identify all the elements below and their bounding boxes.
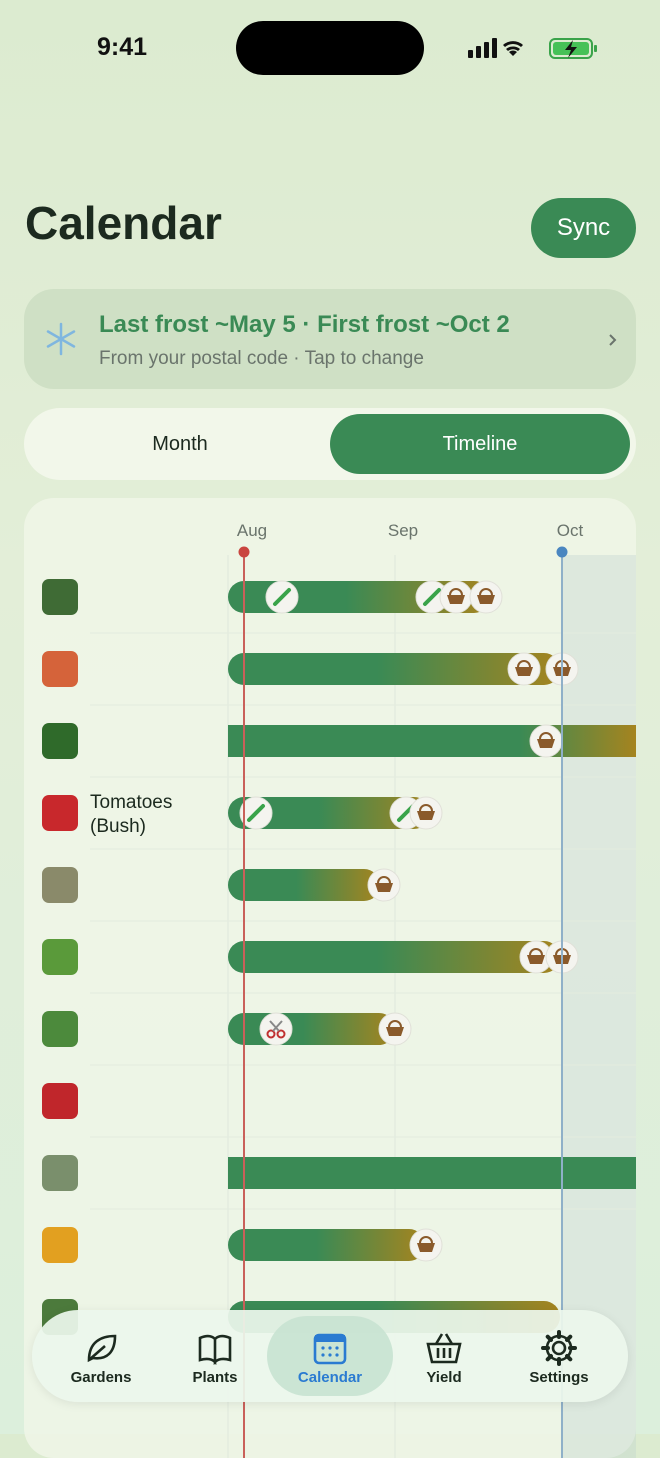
plant-thumbnail	[42, 1011, 78, 1047]
timeline-bar	[228, 797, 430, 829]
tab[interactable]: Gardens	[41, 1310, 161, 1402]
basket-handle	[388, 1020, 402, 1028]
basket-handle	[529, 948, 543, 956]
tab-label: Yield	[426, 1369, 462, 1386]
tab[interactable]: Plants	[155, 1310, 275, 1402]
timeline-card: Aug Sep Oct Tomatoes (Bush)	[24, 498, 636, 1458]
page-title: Calendar	[25, 197, 222, 249]
plant-thumbnail	[42, 723, 78, 759]
basket-icon	[537, 739, 555, 748]
tab-bar: Gardens Plants Calendar Yield Settings	[32, 1310, 628, 1402]
tab-label: Settings	[529, 1369, 589, 1386]
timeline-bar	[228, 869, 380, 901]
today-dot	[238, 546, 250, 558]
timeline: Aug Sep Oct Tomatoes (Bush)	[42, 521, 636, 1458]
tab-icon	[313, 1333, 347, 1365]
plant-thumbnail	[42, 1083, 78, 1119]
basket-handle	[419, 1236, 433, 1244]
scissors-icon	[266, 1029, 276, 1039]
basket-icon	[375, 883, 393, 892]
tab-label: Gardens	[70, 1369, 132, 1386]
basket-icon	[447, 595, 465, 604]
plant-name: Tomatoes (Bush)	[90, 792, 172, 837]
basket-handle	[517, 660, 531, 668]
basket-handle	[479, 588, 493, 596]
month-label: Sep	[388, 521, 418, 540]
timeline-bar	[228, 653, 560, 685]
basket-icon	[386, 1027, 404, 1036]
frost-title: Last frost ~May 5 · First frost ~Oct 2	[99, 311, 510, 338]
snowflake-icon	[46, 322, 76, 356]
basket-icon	[477, 595, 495, 604]
dynamic-island	[236, 21, 424, 75]
tool-icon	[423, 588, 441, 606]
timeline-bar	[228, 1229, 425, 1261]
tab[interactable]: Yield	[384, 1310, 504, 1402]
basket-icon	[417, 1243, 435, 1252]
tab-icon	[198, 1334, 232, 1366]
name-line: Tomatoes	[90, 792, 172, 813]
view-toggle: Month Timeline	[24, 408, 636, 480]
tool-icon	[247, 804, 265, 822]
plant-thumbnail	[42, 867, 78, 903]
month-label: Oct	[557, 521, 584, 540]
basket-handle	[539, 732, 553, 740]
status-time: 9:41	[97, 33, 148, 61]
scissors-icon	[276, 1029, 286, 1039]
tab-icon	[87, 1334, 117, 1363]
plant-thumbnail	[42, 939, 78, 975]
timeline-bar	[228, 1013, 395, 1045]
basket-icon	[527, 955, 545, 964]
plant-thumbnail	[42, 1227, 78, 1263]
scissors-blade	[269, 1020, 283, 1032]
tab-icon	[426, 1333, 462, 1364]
plant-thumbnail	[42, 1155, 78, 1191]
timeline-bar	[228, 941, 560, 973]
frost-banner[interactable]: Last frost ~May 5 · First frost ~Oct 2 F…	[24, 289, 636, 389]
chevron	[609, 334, 617, 346]
frost-dot	[556, 546, 568, 558]
tab[interactable]: Calendar	[267, 1316, 393, 1396]
plant-thumbnail	[42, 795, 78, 831]
tab-icon	[541, 1330, 577, 1366]
frost-subtitle: From your postal code · Tap to change	[99, 348, 424, 369]
status-icons	[468, 38, 597, 59]
tab-label: Plants	[192, 1369, 238, 1386]
tab[interactable]: Settings	[499, 1310, 619, 1402]
plant-thumbnail	[42, 579, 78, 615]
basket-icon	[417, 811, 435, 820]
toggle-option[interactable]: Timeline	[330, 414, 630, 474]
tool-icon	[273, 588, 291, 606]
month-label: Aug	[237, 521, 267, 540]
timeline-bar	[228, 1157, 636, 1189]
basket-icon	[515, 667, 533, 676]
basket-handle	[377, 876, 391, 884]
plant-thumbnail	[42, 651, 78, 687]
sync-button[interactable]: Sync	[531, 198, 636, 258]
name-line: (Bush)	[90, 816, 146, 837]
tab-label: Calendar	[297, 1369, 363, 1386]
toggle-option[interactable]: Month	[152, 432, 208, 455]
basket-handle	[449, 588, 463, 596]
basket-handle	[419, 804, 433, 812]
